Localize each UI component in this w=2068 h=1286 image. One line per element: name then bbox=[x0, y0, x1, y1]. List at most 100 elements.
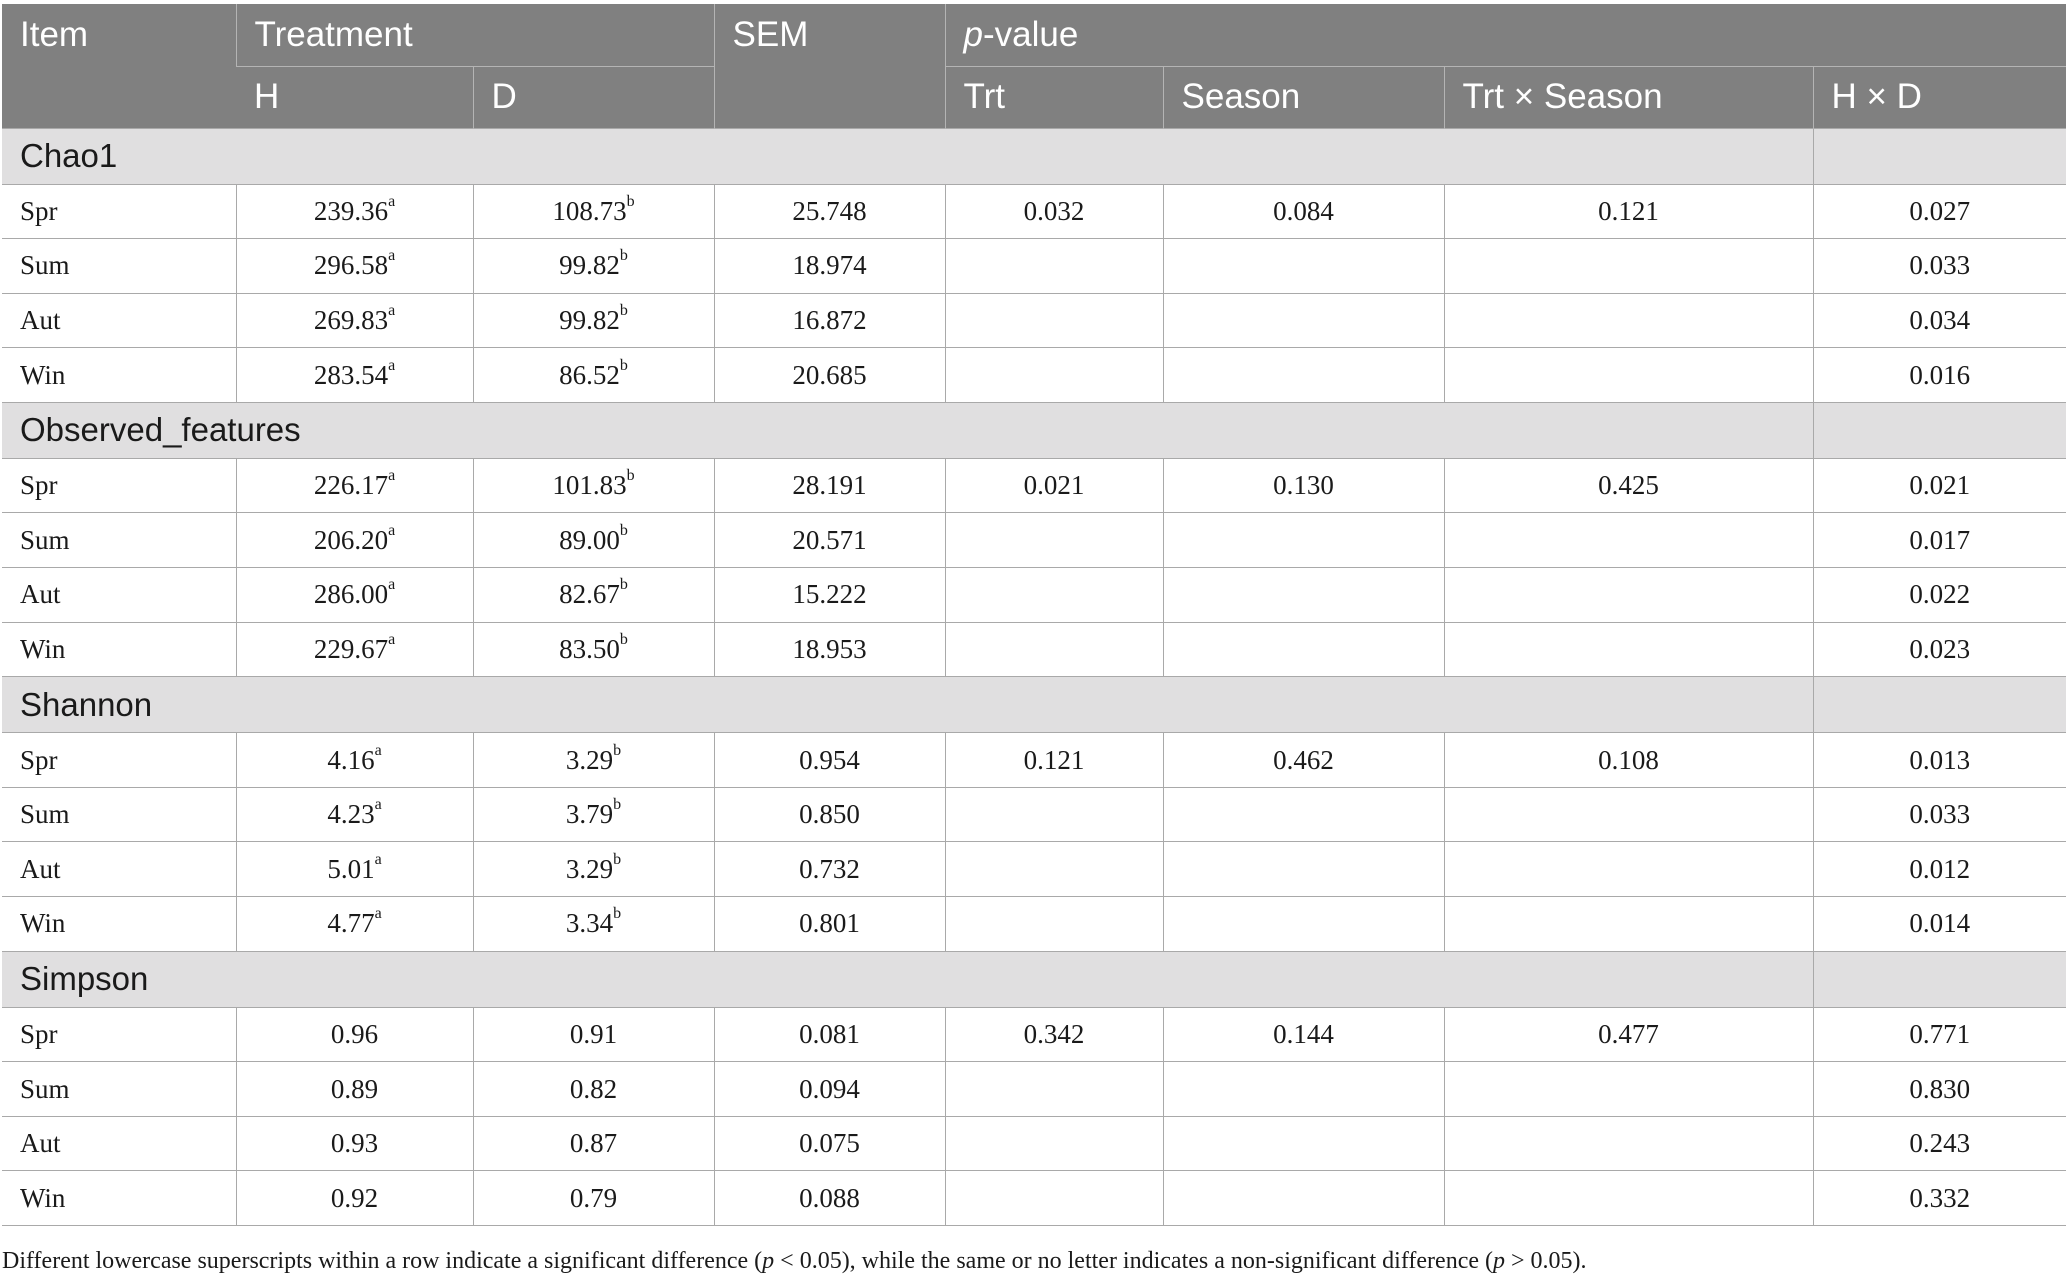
cell-item-value: Win bbox=[20, 359, 66, 390]
cell-season: 0.144 bbox=[1162, 1006, 1445, 1063]
superscript-letter: a bbox=[388, 521, 396, 539]
cell-trt bbox=[944, 1170, 1164, 1226]
cell-item: Win bbox=[2, 896, 237, 952]
cell-item-value: Win bbox=[20, 908, 66, 939]
cell-season bbox=[1162, 1170, 1445, 1226]
cell-trt-season bbox=[1443, 567, 1814, 623]
cell-sem: 0.088 bbox=[713, 1170, 946, 1226]
table-row: Win 0.92 0.79 0.088 0.332 bbox=[2, 1170, 2067, 1226]
cell-trt: 0.342 bbox=[944, 1006, 1164, 1063]
cell-h-value: 4.16 bbox=[327, 744, 375, 775]
cell-hxd-value: 0.013 bbox=[1909, 744, 1971, 775]
group-blank-cell bbox=[1812, 950, 2067, 1008]
cell-hxd: 0.016 bbox=[1812, 347, 2067, 403]
cell-h-value: 229.67 bbox=[313, 633, 389, 664]
cell-hxd-value: 0.830 bbox=[1909, 1073, 1971, 1104]
cell-trt bbox=[944, 896, 1164, 952]
cell-sem: 20.571 bbox=[713, 512, 946, 569]
cell-item: Win bbox=[2, 347, 237, 403]
cell-hxd: 0.027 bbox=[1812, 183, 2067, 240]
cell-sem: 20.685 bbox=[713, 347, 946, 403]
superscript-letter: b bbox=[619, 630, 628, 648]
cell-d: 0.87 bbox=[472, 1115, 715, 1172]
cell-item-value: Win bbox=[20, 633, 66, 664]
cell-h: 269.83a bbox=[235, 292, 474, 349]
cell-h-value: 4.77 bbox=[327, 908, 375, 939]
cell-sem: 0.801 bbox=[713, 896, 946, 952]
cell-season-value: 0.462 bbox=[1273, 744, 1334, 775]
cell-item-value: Sum bbox=[20, 250, 70, 281]
cell-d-value: 3.34 bbox=[565, 908, 614, 939]
cell-trt bbox=[944, 621, 1164, 678]
cell-trt bbox=[944, 1115, 1164, 1172]
cell-h: 0.96 bbox=[235, 1006, 474, 1063]
cell-sem: 0.081 bbox=[713, 1006, 946, 1063]
cell-h-value: 269.83 bbox=[313, 304, 389, 335]
cell-h: 4.16a bbox=[235, 732, 474, 788]
superscript-letter: a bbox=[374, 905, 382, 923]
cell-sem-value: 0.088 bbox=[799, 1182, 860, 1213]
table-row: Sum 296.58a 99.82b 18.974 0.033 bbox=[2, 238, 2067, 294]
cell-h-value: 226.17 bbox=[313, 470, 389, 501]
table-row: Win 283.54a 86.52b 20.685 0.016 bbox=[2, 347, 2067, 403]
superscript-letter: a bbox=[374, 741, 382, 759]
table-body: Chao1 Spr 239.36a 108.73b 25.748 0.032 0.084 0.… bbox=[2, 127, 2067, 1226]
superscript-letter: a bbox=[388, 356, 396, 374]
cell-d-value: 101.83 bbox=[552, 470, 627, 501]
cell-d: 101.83b bbox=[472, 457, 715, 514]
cell-hxd: 0.017 bbox=[1812, 512, 2067, 569]
table-footnote: Different lowercase superscripts within … bbox=[2, 1248, 1587, 1275]
group-blank-cell bbox=[1812, 127, 2067, 185]
header-d: D bbox=[472, 65, 715, 128]
cell-trt-season bbox=[1443, 1170, 1814, 1226]
cell-season bbox=[1162, 896, 1445, 952]
cell-d-value: 99.82 bbox=[559, 304, 620, 335]
group-row: Observed_features bbox=[2, 401, 2067, 459]
cell-season bbox=[1162, 841, 1445, 898]
cell-d: 89.00b bbox=[472, 512, 715, 569]
cell-hxd: 0.022 bbox=[1812, 567, 2067, 623]
cell-h: 4.23a bbox=[235, 786, 474, 843]
table-row: Spr 0.96 0.91 0.081 0.342 0.144 0.477 0.771 bbox=[2, 1006, 2067, 1063]
table-row: Aut 0.93 0.87 0.075 0.243 bbox=[2, 1115, 2067, 1172]
cell-d-value: 3.29 bbox=[565, 853, 614, 884]
header-treatment: Treatment bbox=[235, 4, 715, 66]
header-season: Season bbox=[1162, 65, 1445, 128]
cell-season-value: 0.130 bbox=[1273, 470, 1334, 501]
cell-item-value: Spr bbox=[20, 470, 58, 501]
cell-item-value: Win bbox=[20, 1182, 66, 1213]
footnote-p2: p bbox=[1493, 1248, 1505, 1274]
cell-season bbox=[1162, 1115, 1445, 1172]
group-label: Observed_features bbox=[2, 401, 1814, 459]
cell-trt-value: 0.032 bbox=[1023, 195, 1085, 226]
cell-d-value: 0.87 bbox=[569, 1128, 618, 1159]
cell-d: 0.79 bbox=[472, 1170, 715, 1226]
cell-hxd-value: 0.016 bbox=[1909, 359, 1971, 390]
cell-hxd: 0.023 bbox=[1812, 621, 2067, 678]
cell-item: Win bbox=[2, 621, 237, 678]
cell-season bbox=[1162, 1061, 1445, 1117]
cell-trt-season bbox=[1443, 238, 1814, 294]
superscript-letter: b bbox=[613, 905, 622, 923]
cell-trt: 0.021 bbox=[944, 457, 1164, 514]
header-trt: Trt bbox=[944, 65, 1164, 128]
cell-item: Aut bbox=[2, 841, 237, 898]
superscript-letter: b bbox=[619, 301, 628, 319]
cell-sem: 0.094 bbox=[713, 1061, 946, 1117]
table-row: Spr 226.17a 101.83b 28.191 0.021 0.130 0.425 0.… bbox=[2, 457, 2067, 514]
cell-sem-value: 0.732 bbox=[799, 853, 860, 884]
superscript-letter: b bbox=[619, 576, 628, 594]
cell-hxd-value: 0.771 bbox=[1909, 1018, 1971, 1049]
cell-h-value: 4.23 bbox=[327, 799, 375, 830]
cell-h: 5.01a bbox=[235, 841, 474, 898]
cell-item-value: Spr bbox=[20, 195, 58, 226]
cell-trt bbox=[944, 238, 1164, 294]
cell-sem-value: 25.748 bbox=[792, 195, 867, 226]
cell-item: Win bbox=[2, 1170, 237, 1226]
cell-sem-value: 0.801 bbox=[799, 908, 860, 939]
header-pvalue-rest: -value bbox=[982, 15, 1079, 54]
cell-trt-season bbox=[1443, 292, 1814, 349]
cell-d-value: 86.52 bbox=[559, 359, 620, 390]
cell-sem: 28.191 bbox=[713, 457, 946, 514]
superscript-letter: a bbox=[388, 247, 396, 265]
